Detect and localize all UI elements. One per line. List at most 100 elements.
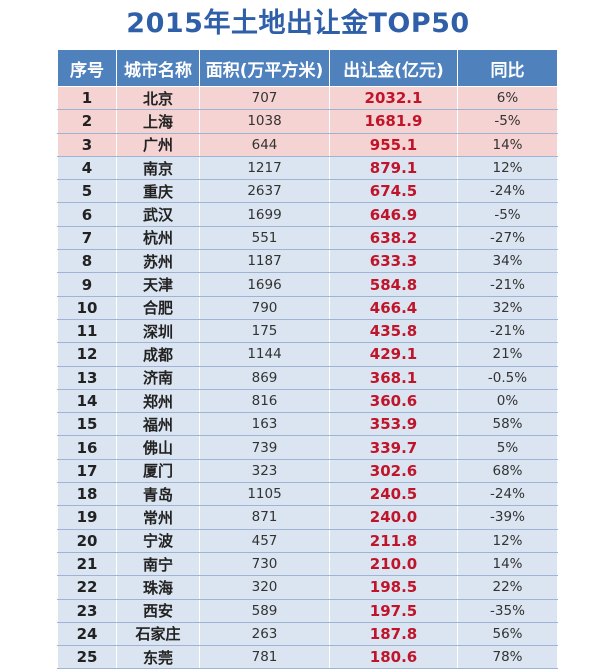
table-row: 18 青岛 1105 240.5 -24% <box>57 482 558 507</box>
table-row: 9 天津 1696 584.8 -21% <box>57 272 558 297</box>
row-city: 南京 <box>116 156 200 181</box>
row-price: 210.0 <box>329 552 458 577</box>
row-price: 198.5 <box>329 575 458 600</box>
row-price: 429.1 <box>329 342 458 367</box>
row-yoy: -39% <box>457 505 558 530</box>
row-area: 644 <box>199 133 330 157</box>
row-price: 2032.1 <box>329 86 458 111</box>
row-rank: 4 <box>57 156 117 181</box>
row-city: 佛山 <box>116 435 200 460</box>
row-price: 638.2 <box>329 226 458 251</box>
row-yoy: -5% <box>457 109 558 134</box>
table-row: 3 广州 644 955.1 14% <box>57 133 558 157</box>
row-rank: 3 <box>57 133 117 157</box>
row-yoy: 58% <box>457 412 558 437</box>
row-city: 常州 <box>116 505 200 530</box>
row-city: 重庆 <box>116 179 200 204</box>
row-rank: 25 <box>57 645 117 670</box>
row-rank: 11 <box>57 319 117 344</box>
row-price: 584.8 <box>329 272 458 297</box>
table-row: 21 南宁 730 210.0 14% <box>57 552 558 577</box>
row-area: 816 <box>199 389 330 414</box>
row-yoy: 14% <box>457 133 558 157</box>
row-area: 320 <box>199 575 330 600</box>
row-area: 790 <box>199 296 330 320</box>
table-row: 16 佛山 739 339.7 5% <box>57 435 558 460</box>
table-row: 6 武汉 1699 646.9 -5% <box>57 202 558 227</box>
row-rank: 22 <box>57 575 117 600</box>
header-area: 面积(万平方米) <box>199 49 330 87</box>
row-city: 杭州 <box>116 226 200 251</box>
table-row: 13 济南 869 368.1 -0.5% <box>57 366 558 390</box>
row-area: 730 <box>199 552 330 577</box>
row-rank: 24 <box>57 622 117 647</box>
row-price: 879.1 <box>329 156 458 181</box>
row-yoy: -5% <box>457 202 558 227</box>
row-price: 955.1 <box>329 133 458 157</box>
row-city: 东莞 <box>116 645 200 670</box>
table-row: 10 合肥 790 466.4 32% <box>57 296 558 320</box>
row-area: 2637 <box>199 179 330 204</box>
row-city: 宁波 <box>116 529 200 553</box>
row-area: 589 <box>199 599 330 623</box>
row-city: 济南 <box>116 366 200 390</box>
row-area: 175 <box>199 319 330 344</box>
row-price: 240.5 <box>329 482 458 507</box>
row-city: 西安 <box>116 599 200 623</box>
table-header-row: 序号 城市名称 面积(万平方米) 出让金(亿元) 同比 <box>57 49 558 87</box>
row-city: 苏州 <box>116 249 200 274</box>
row-price: 211.8 <box>329 529 458 553</box>
row-price: 240.0 <box>329 505 458 530</box>
row-city: 珠海 <box>116 575 200 600</box>
row-area: 1187 <box>199 249 330 274</box>
row-rank: 18 <box>57 482 117 507</box>
row-city: 北京 <box>116 86 200 111</box>
row-yoy: 22% <box>457 575 558 600</box>
row-city: 广州 <box>116 133 200 157</box>
table-row: 4 南京 1217 879.1 12% <box>57 156 558 181</box>
table-row: 8 苏州 1187 633.3 34% <box>57 249 558 274</box>
row-area: 263 <box>199 622 330 647</box>
row-yoy: -24% <box>457 482 558 507</box>
table-row: 20 宁波 457 211.8 12% <box>57 529 558 553</box>
row-area: 781 <box>199 645 330 670</box>
row-yoy: -21% <box>457 319 558 344</box>
row-area: 707 <box>199 86 330 111</box>
row-rank: 2 <box>57 109 117 134</box>
ranking-table-container: 序号 城市名称 面积(万平方米) 出让金(亿元) 同比 1 北京 707 2032.1… <box>57 49 558 670</box>
row-city: 南宁 <box>116 552 200 577</box>
row-price: 646.9 <box>329 202 458 227</box>
row-city: 石家庄 <box>116 622 200 647</box>
row-area: 739 <box>199 435 330 460</box>
row-rank: 13 <box>57 366 117 390</box>
table-row: 5 重庆 2637 674.5 -24% <box>57 179 558 204</box>
table-row: 7 杭州 551 638.2 -27% <box>57 226 558 251</box>
row-price: 180.6 <box>329 645 458 670</box>
row-area: 1217 <box>199 156 330 181</box>
row-area: 1144 <box>199 342 330 367</box>
row-price: 435.8 <box>329 319 458 344</box>
row-yoy: 12% <box>457 529 558 553</box>
row-rank: 1 <box>57 86 117 111</box>
row-price: 466.4 <box>329 296 458 320</box>
row-rank: 20 <box>57 529 117 553</box>
row-yoy: 56% <box>457 622 558 647</box>
row-price: 339.7 <box>329 435 458 460</box>
table-body: 1 北京 707 2032.1 6% 2 上海 1038 1681.9 -5% 3 广州 644 955.… <box>57 86 558 670</box>
row-yoy: 21% <box>457 342 558 367</box>
table-row: 24 石家庄 263 187.8 56% <box>57 622 558 647</box>
table-row: 14 郑州 816 360.6 0% <box>57 389 558 414</box>
row-rank: 12 <box>57 342 117 367</box>
header-rank: 序号 <box>57 49 117 87</box>
row-area: 163 <box>199 412 330 437</box>
row-rank: 23 <box>57 599 117 623</box>
row-area: 551 <box>199 226 330 251</box>
row-price: 353.9 <box>329 412 458 437</box>
table-row: 2 上海 1038 1681.9 -5% <box>57 109 558 134</box>
table-row: 11 深圳 175 435.8 -21% <box>57 319 558 344</box>
row-rank: 5 <box>57 179 117 204</box>
table-row: 12 成都 1144 429.1 21% <box>57 342 558 367</box>
table-row: 15 福州 163 353.9 58% <box>57 412 558 437</box>
ranking-table: 序号 城市名称 面积(万平方米) 出让金(亿元) 同比 1 北京 707 2032.1… <box>57 49 558 670</box>
row-rank: 14 <box>57 389 117 414</box>
